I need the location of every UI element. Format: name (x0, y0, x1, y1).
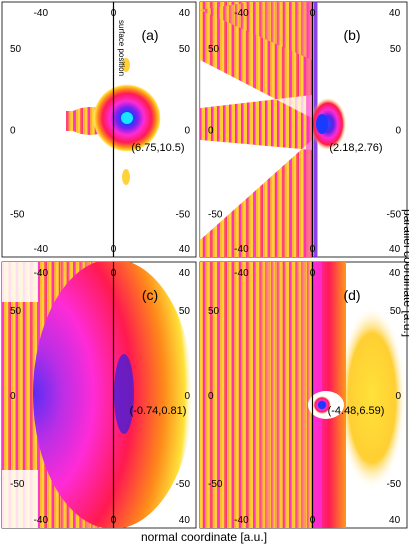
panel-b-labels: -40 0 40 -40 0 40 50 0 -50 50 0 -50 (b) (2.18,2.76) (208, 8, 401, 255)
coordinate-readout: (2.18,2.76) (329, 142, 382, 154)
bottom-tick-label: 0 (310, 244, 316, 255)
bottom-tick-label: 0 (111, 244, 117, 255)
top-tick-label: 40 (179, 8, 191, 19)
x-axis-title: normal coordinate [a.u.] (141, 530, 267, 544)
right-tick-label: 0 (184, 126, 190, 137)
left-tick-label: -50 (208, 479, 223, 490)
right-tick-label: -50 (387, 479, 402, 490)
left-tick-label: 50 (10, 306, 22, 317)
bottom-tick-label: -40 (34, 244, 49, 255)
surface-position-label: surface position (117, 20, 126, 76)
panel-b-field (200, 2, 346, 257)
right-tick-label: 0 (395, 391, 401, 402)
panel-d-field (200, 262, 406, 528)
top-tick-label: 0 (111, 268, 117, 279)
top-tick-label: 40 (389, 268, 401, 279)
right-tick-label: 0 (395, 126, 401, 137)
bottom-tick-label: -40 (234, 515, 249, 526)
left-tick-label: 0 (10, 391, 16, 402)
top-tick-label: -40 (234, 8, 249, 19)
bottom-tick-label: -40 (234, 244, 249, 255)
bottom-tick-label: 0 (111, 515, 117, 526)
left-tick-label: 0 (208, 126, 214, 137)
labels: -40 0 40 -40 0 40 50 0 -50 50 0 -50 (a) (6.75,10.5) su… (10, 8, 401, 526)
right-tick-label: -50 (387, 210, 402, 221)
panel-label: (c) (142, 287, 158, 303)
top-tick-label: 0 (310, 8, 316, 19)
coordinate-readout: (-4.48,6.59) (328, 405, 385, 417)
y-axis-title: parallel coordinate [a.u.] (401, 209, 409, 337)
left-tick-label: 50 (208, 306, 220, 317)
left-tick-label: 50 (208, 44, 220, 55)
bottom-tick-label: 40 (389, 244, 401, 255)
left-tick-label: 50 (10, 44, 22, 55)
right-tick-label: 50 (390, 306, 402, 317)
left-tick-label: -50 (208, 210, 223, 221)
panel-d-labels: -40 0 40 -40 0 40 50 0 -50 50 0 -50 (d) (-4.48,6.59) (208, 268, 401, 526)
panel-c (1, 261, 197, 529)
panel-b (199, 1, 408, 258)
panel-label: (a) (141, 27, 158, 43)
left-tick-label: 0 (10, 126, 16, 137)
top-tick-label: -40 (34, 8, 49, 19)
right-tick-label: 0 (184, 391, 190, 402)
panel-c-labels: -40 0 40 -40 0 40 50 0 -50 50 0 -50 (c) (-0.74,0.81) (10, 268, 190, 526)
panel-c-field (2, 262, 193, 528)
bottom-tick-label: 0 (310, 515, 316, 526)
top-tick-label: 0 (310, 268, 316, 279)
right-tick-label: 50 (179, 44, 191, 55)
panel-label: (d) (343, 287, 360, 303)
panel-a-labels: -40 0 40 -40 0 40 50 0 -50 50 0 -50 (a) (6.75,10.5) su… (10, 8, 190, 255)
bottom-tick-label: 40 (179, 515, 191, 526)
bottom-tick-label: 40 (179, 244, 191, 255)
panel-a (1, 1, 197, 258)
panel-a-field (66, 58, 161, 185)
top-tick-label: -40 (234, 268, 249, 279)
coordinate-readout: (-0.74,0.81) (130, 405, 187, 417)
left-tick-label: -50 (10, 479, 25, 490)
bottom-tick-label: 40 (389, 515, 401, 526)
right-tick-label: -50 (176, 479, 191, 490)
panel-d (199, 261, 408, 529)
top-tick-label: 40 (179, 268, 191, 279)
right-tick-label: -50 (176, 210, 191, 221)
left-tick-label: 0 (208, 391, 214, 402)
top-tick-label: -40 (34, 268, 49, 279)
right-tick-label: 50 (390, 44, 402, 55)
panel-label: (b) (343, 27, 360, 43)
top-tick-label: 40 (389, 8, 401, 19)
top-tick-label: 0 (111, 8, 117, 19)
left-tick-label: -50 (10, 210, 25, 221)
right-tick-label: 50 (179, 306, 191, 317)
bottom-tick-label: -40 (34, 515, 49, 526)
coordinate-readout: (6.75,10.5) (131, 142, 184, 154)
